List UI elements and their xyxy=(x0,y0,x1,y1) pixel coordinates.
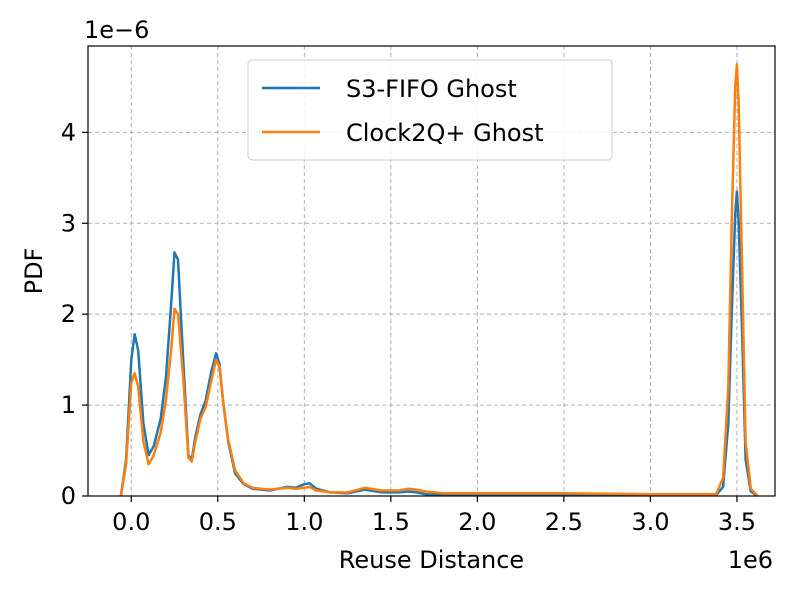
series-line-clock2q-ghost xyxy=(119,62,759,497)
x-tick-label: 3.5 xyxy=(718,508,756,536)
y-tick-label: 1 xyxy=(61,391,76,419)
x-axis-title: Reuse Distance xyxy=(339,546,524,574)
x-tick-label: 2.0 xyxy=(458,508,496,536)
y-axis-title: PDF xyxy=(20,248,48,295)
plot-frame xyxy=(87,45,776,497)
y-tick-label: 3 xyxy=(61,209,76,237)
legend: S3-FIFO Ghost Clock2Q+ Ghost xyxy=(247,59,613,161)
x-tick-label: 1.0 xyxy=(285,508,323,536)
series-lines xyxy=(119,62,759,498)
y-axis-offset-label: 1e−6 xyxy=(84,16,149,44)
y-tick-label: 4 xyxy=(61,118,76,146)
x-tick-label: 0.5 xyxy=(199,508,237,536)
legend-label-clock2q-ghost: Clock2Q+ Ghost xyxy=(346,119,544,147)
axis-ticks: 0.0 0.5 1.0 1.5 2.0 2.5 3.0 3.5 0 1 2 3 4 xyxy=(61,118,756,536)
x-tick-label: 3.0 xyxy=(631,508,669,536)
y-tick-label: 0 xyxy=(61,482,76,510)
x-tick-label: 1.5 xyxy=(372,508,410,536)
x-tick-label: 0.0 xyxy=(112,508,150,536)
legend-label-s3-fifo-ghost: S3-FIFO Ghost xyxy=(346,75,517,103)
x-tick-label: 2.5 xyxy=(545,508,583,536)
y-tick-label: 2 xyxy=(61,300,76,328)
series-line-s3-fifo-ghost xyxy=(119,190,759,498)
legend-box xyxy=(247,59,613,161)
x-axis-offset-label: 1e6 xyxy=(728,546,773,574)
